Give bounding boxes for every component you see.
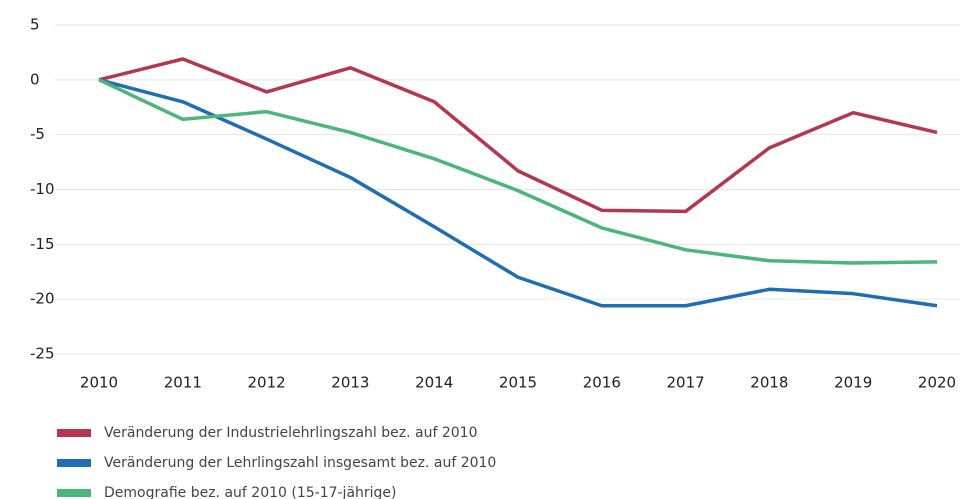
line bbox=[98, 78, 938, 265]
y-tick-label: -20 bbox=[30, 290, 55, 308]
x-tick-label: 2015 bbox=[499, 374, 537, 392]
x-tick-label: 2017 bbox=[667, 374, 705, 392]
x-tick-label: 2016 bbox=[583, 374, 621, 392]
legend-label: Veränderung der Industrielehrlingszahl b… bbox=[104, 425, 477, 441]
x-tick-label: 2011 bbox=[164, 374, 202, 392]
y-tick-label: -10 bbox=[30, 180, 55, 198]
y-tick-label: 0 bbox=[30, 70, 40, 88]
y-tick-label: 5 bbox=[30, 16, 40, 34]
line bbox=[98, 57, 938, 214]
x-tick-label: 2010 bbox=[80, 374, 118, 392]
x-tick-label: 2012 bbox=[248, 374, 286, 392]
legend-swatch bbox=[57, 459, 91, 467]
legend-label: Demografie bez. auf 2010 (15-17-jährige) bbox=[104, 485, 397, 499]
x-tick-label: 2013 bbox=[331, 374, 369, 392]
y-tick-label: -25 bbox=[30, 345, 55, 363]
legend-swatch bbox=[57, 429, 91, 437]
y-tick-label: -5 bbox=[30, 125, 45, 143]
x-tick-label: 2020 bbox=[918, 374, 956, 392]
line bbox=[98, 78, 938, 308]
y-tick-label: -15 bbox=[30, 235, 55, 253]
x-tick-label: 2019 bbox=[834, 374, 872, 392]
x-tick-label: 2018 bbox=[750, 374, 788, 392]
x-tick-label: 2014 bbox=[415, 374, 453, 392]
legend-label: Veränderung der Lehrlingszahl insgesamt … bbox=[104, 455, 496, 471]
legend-swatch bbox=[57, 489, 91, 497]
